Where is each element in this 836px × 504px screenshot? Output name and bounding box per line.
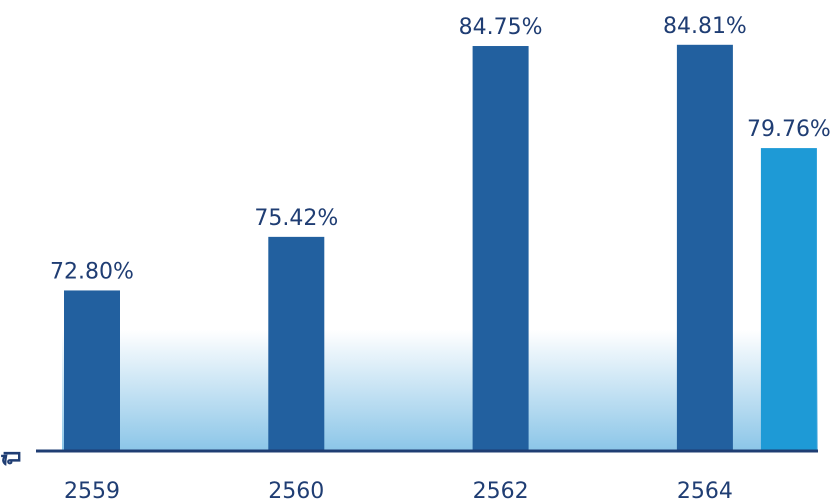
bar-2560-s0 bbox=[268, 236, 325, 450]
x-tick-labels-group: 2559 2560 2562 2564 bbox=[64, 479, 733, 504]
bar-2562-s0 bbox=[472, 46, 529, 450]
x-tick-label-2562: 2562 bbox=[473, 479, 529, 504]
bar-2564-s0 bbox=[676, 44, 733, 450]
value-label-2560-s0: 75.42% bbox=[254, 206, 338, 231]
bars-group bbox=[64, 44, 817, 450]
value-label-2559-s0: 72.80% bbox=[50, 259, 134, 284]
bar-2564-s1 bbox=[760, 148, 817, 450]
value-label-2562-s0: 84.75% bbox=[459, 15, 543, 40]
value-label-2564-s1: 79.76% bbox=[747, 117, 831, 142]
x-tick-label-2559: 2559 bbox=[64, 479, 120, 504]
value-labels-group: 72.80% 75.42% 84.75% 84.81% 79.76% bbox=[50, 14, 831, 285]
bar-2559-s0 bbox=[64, 290, 120, 450]
x-tick-label-2560: 2560 bbox=[268, 479, 324, 504]
value-label-2564-s0: 84.81% bbox=[663, 14, 747, 39]
x-tick-label-2564: 2564 bbox=[677, 479, 733, 504]
x-axis-title: ปี bbox=[1, 451, 26, 466]
